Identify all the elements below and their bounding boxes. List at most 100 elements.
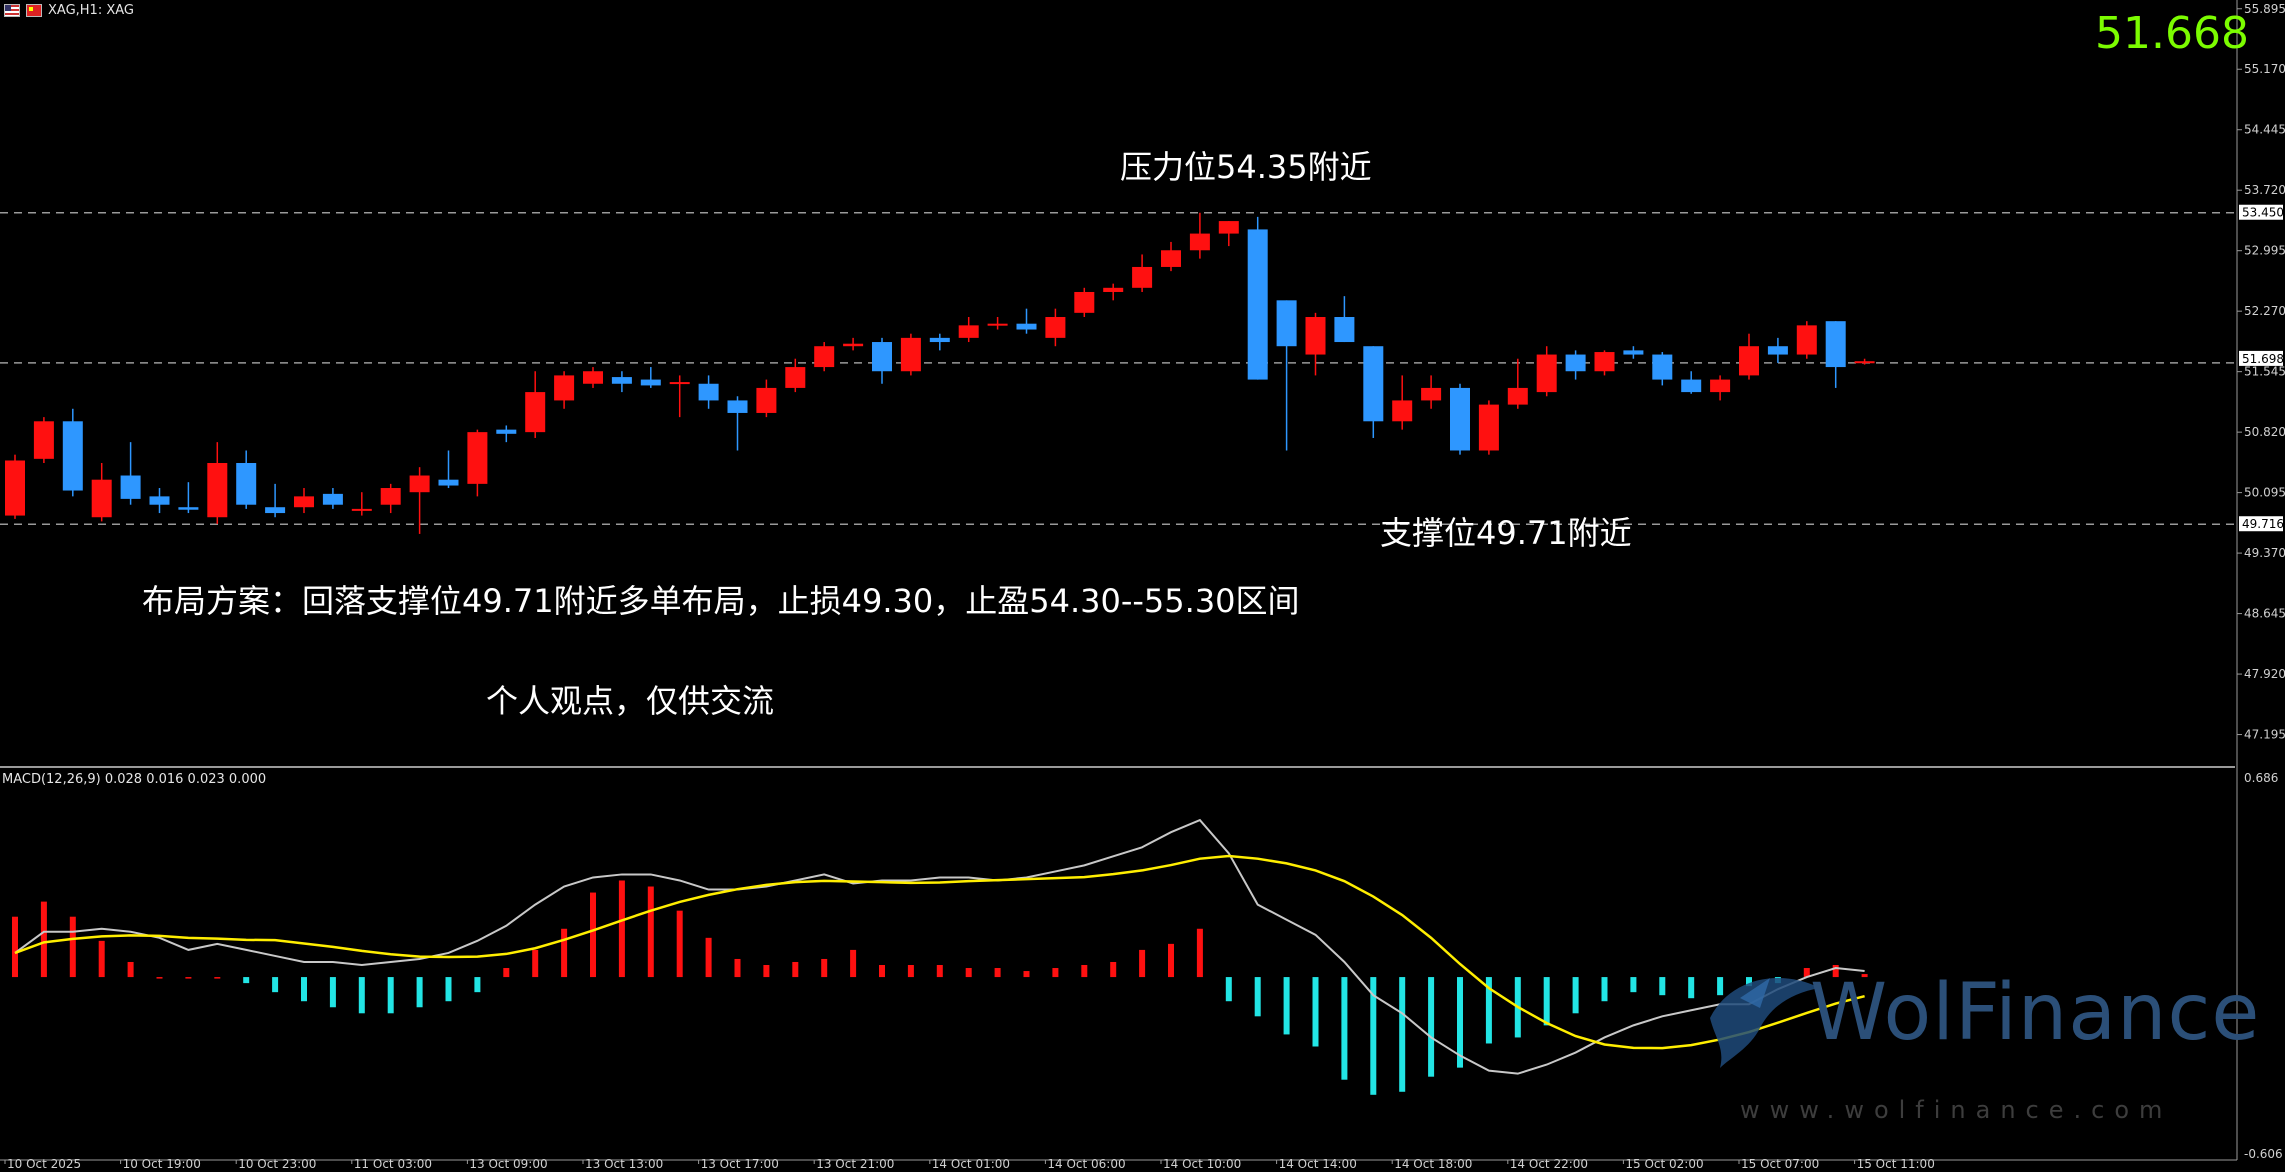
macd-bar-12 — [358, 977, 365, 1014]
macd-bar-28 — [821, 958, 828, 978]
candle-22 — [640, 367, 661, 388]
candle-body-39 — [1132, 266, 1153, 288]
price-label-box-0 — [2239, 204, 2283, 220]
candle-23 — [669, 375, 690, 418]
candle-body-11 — [322, 493, 343, 505]
time-tick-label-7: 13 Oct 21:00 — [816, 1157, 894, 1171]
trade-plan-annotation: 布局方案：回落支撑位49.71附近多单布局，止损49.30，止盈54.30--5… — [142, 582, 1300, 620]
candle-body-8 — [236, 463, 257, 505]
candle-body-5 — [149, 496, 170, 505]
candle-37 — [1074, 287, 1095, 318]
candle-49 — [1421, 375, 1442, 409]
macd-bar-47 — [1370, 977, 1377, 1095]
candle-58 — [1681, 371, 1702, 394]
macd-bar-57 — [1659, 977, 1666, 996]
candle-21 — [611, 371, 632, 393]
candle-body-52 — [1507, 387, 1528, 405]
price-tick-label-11: 47.920 — [2244, 667, 2285, 681]
price-tick-label-8: 50.095 — [2244, 486, 2285, 500]
candle-55 — [1594, 350, 1615, 376]
price-label-2: 49.716 — [2242, 517, 2284, 531]
candle-body-32 — [929, 337, 950, 343]
macd-line — [14, 818, 1865, 1075]
candle-10 — [294, 488, 314, 514]
candle-body-3 — [91, 479, 112, 518]
candle-48 — [1392, 375, 1413, 430]
macd-bar-3 — [98, 940, 105, 978]
candle-35 — [1016, 308, 1037, 334]
candle-14 — [409, 467, 430, 534]
candle-54 — [1565, 350, 1586, 380]
macd-bar-48 — [1399, 977, 1406, 1092]
macd-bar-41 — [1196, 928, 1203, 978]
macd-indicator-label: MACD(12,26,9) 0.028 0.016 0.023 0.000 — [2, 772, 267, 787]
candle-63 — [1825, 321, 1846, 388]
wolf-logo-icon — [1710, 978, 1820, 1068]
candle-0 — [5, 454, 25, 519]
price-tick-label-7: 50.820 — [2244, 425, 2285, 439]
time-tick-label-4: 13 Oct 09:00 — [469, 1157, 547, 1171]
time-tick-label-5: 13 Oct 13:00 — [585, 1157, 663, 1171]
chart-title-bar[interactable]: XAG,H1: XAG — [4, 3, 134, 18]
candle-46 — [1334, 296, 1355, 343]
price-tick-label-3: 53.720 — [2244, 183, 2285, 197]
candle-body-18 — [525, 392, 546, 433]
candle-body-9 — [265, 507, 286, 514]
time-tick-label-12: 14 Oct 18:00 — [1394, 1157, 1472, 1171]
macd-bar-64 — [1861, 974, 1868, 978]
macd-bar-7 — [214, 977, 221, 979]
candle-body-27 — [785, 367, 806, 388]
candle-body-29 — [843, 343, 864, 347]
symbol-label: XAG,H1: XAG — [48, 3, 134, 18]
price-label-box-1 — [2239, 350, 2283, 366]
candle-body-46 — [1334, 317, 1355, 343]
macd-bar-19 — [561, 928, 568, 978]
resistance-annotation: 压力位54.35附近 — [1120, 148, 1372, 186]
macd-bar-32 — [936, 965, 943, 978]
macd-bar-55 — [1601, 977, 1608, 1002]
candle-25 — [727, 396, 748, 451]
price-tick-label-6: 51.545 — [2244, 365, 2285, 379]
candle-body-31 — [900, 337, 921, 372]
macd-bar-18 — [532, 949, 539, 978]
candle-body-48 — [1392, 400, 1413, 422]
macd-bar-29 — [850, 949, 857, 978]
time-tick-label-3: 11 Oct 03:00 — [354, 1157, 432, 1171]
macd-bar-35 — [1023, 971, 1030, 978]
candle-2 — [62, 408, 83, 497]
watermark-url: www.wolfinance.com — [1740, 1096, 2173, 1124]
candle-body-28 — [814, 346, 835, 368]
time-tick-label-8: 14 Oct 01:00 — [932, 1157, 1010, 1171]
candle-42 — [1218, 221, 1239, 247]
price-levels — [0, 211, 2235, 525]
price-label-1: 51.698 — [2242, 352, 2284, 366]
candle-47 — [1363, 346, 1384, 438]
candle-body-16 — [467, 432, 488, 484]
candle-51 — [1478, 400, 1499, 455]
candle-13 — [380, 483, 401, 514]
candle-28 — [814, 342, 835, 372]
candle-body-62 — [1796, 325, 1817, 355]
candle-body-0 — [5, 460, 25, 516]
macd-bar-62 — [1803, 968, 1810, 978]
candle-body-58 — [1681, 379, 1702, 393]
macd-bar-31 — [907, 965, 914, 978]
candle-body-33 — [958, 325, 979, 338]
candle-body-42 — [1218, 221, 1239, 234]
macd-bar-27 — [792, 961, 799, 978]
macd-bar-20 — [590, 892, 596, 978]
macd-bar-9 — [272, 977, 279, 993]
candle-31 — [900, 333, 921, 376]
macd-bar-21 — [618, 880, 625, 978]
candle-4 — [120, 442, 141, 505]
macd-bar-40 — [1168, 943, 1174, 978]
candle-12 — [351, 492, 372, 516]
time-tick-label-15: 15 Oct 07:00 — [1741, 1157, 1819, 1171]
macd-bar-56 — [1630, 977, 1637, 993]
candle-body-23 — [669, 382, 690, 385]
candle-body-35 — [1016, 323, 1037, 330]
candle-34 — [987, 317, 1008, 330]
candle-8 — [236, 450, 257, 509]
macd-bar-14 — [416, 977, 423, 1008]
